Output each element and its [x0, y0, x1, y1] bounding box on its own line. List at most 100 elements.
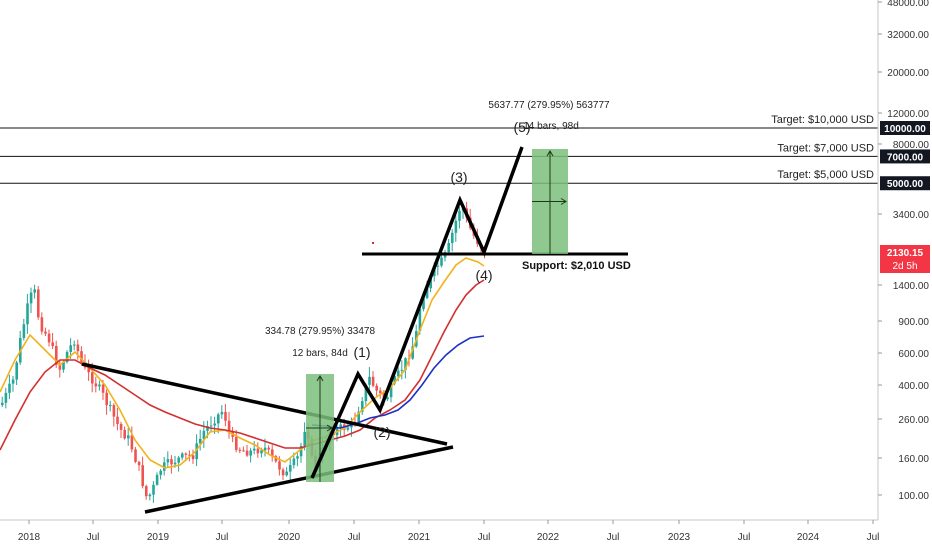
y-tick-label: 260.00	[898, 415, 929, 426]
wave-label-2: (2)	[373, 424, 390, 440]
y-tick-label: 160.00	[898, 454, 929, 465]
candle-body	[299, 445, 303, 457]
candle-body	[303, 431, 306, 446]
candle-body	[69, 345, 72, 352]
y-axis[interactable]: 100.00 160.00 260.00 400.00 600.00 900.00 1400…	[878, 0, 930, 502]
drawing-layer	[0, 127, 878, 514]
candle-body	[51, 342, 54, 346]
candle-body	[447, 242, 450, 253]
arrow-head-up-icon	[546, 150, 554, 157]
candle-body	[289, 465, 292, 472]
candle-body	[260, 450, 263, 454]
x-tick-label: 2019	[147, 532, 170, 543]
candle-body	[58, 364, 62, 370]
candle-body	[436, 265, 440, 267]
measure-box-1[interactable]	[306, 374, 334, 482]
candle-body	[155, 474, 159, 485]
candle-body	[429, 276, 432, 289]
candle-body	[263, 447, 267, 451]
candle-body	[173, 462, 177, 465]
candle-body	[425, 288, 429, 299]
last-price-bg	[880, 245, 930, 273]
x-tick-label: 2023	[668, 532, 691, 543]
y-tick-label: 48000.00	[887, 0, 929, 9]
measure-1-change-label: 334.78 (279.95%) 33478	[265, 326, 376, 337]
candle-body	[242, 450, 245, 452]
y-tick-label: 20000.00	[887, 68, 929, 79]
candle-body	[393, 376, 396, 384]
x-tick-label: Jul	[738, 532, 751, 543]
last-price-value: 2130.15	[887, 248, 924, 259]
candle-body	[166, 459, 170, 463]
candle-body	[87, 367, 90, 373]
candle-body	[127, 435, 130, 439]
marker-dot	[372, 242, 374, 244]
wave-label-5: (5)	[513, 119, 530, 135]
triangle-lower-line[interactable]	[144, 445, 454, 514]
candle-body	[454, 220, 458, 233]
arrow-head-up-icon	[316, 375, 324, 382]
candle-body	[364, 384, 368, 402]
candle-body	[209, 425, 213, 427]
candle-body	[195, 443, 198, 460]
last-price-tag: 2130.15 2d 5h	[880, 245, 930, 273]
y-tick-label: 600.00	[898, 349, 929, 360]
candle-body	[227, 420, 231, 432]
candle-body	[134, 449, 137, 462]
measure-box-2[interactable]	[532, 149, 568, 254]
y-tick-label: 100.00	[898, 491, 929, 502]
x-tick-label: 2021	[408, 532, 431, 543]
target-5000-label: Target: $5,000 USD	[777, 169, 874, 181]
x-tick-label: 2024	[797, 532, 820, 543]
candle-body	[137, 461, 141, 466]
candle-body	[91, 372, 94, 384]
candle-body	[296, 456, 299, 459]
x-tick-label: Jul	[607, 532, 620, 543]
candle-body	[1, 402, 4, 405]
annotation-layer: Target: $10,000 USD Target: $7,000 USD Tar…	[265, 100, 874, 440]
candle-body	[163, 462, 166, 471]
candle-body	[346, 427, 350, 430]
candle-body	[65, 351, 69, 363]
x-tick-label: Jul	[478, 532, 491, 543]
target-5000-price-tag: 5000.00	[880, 176, 930, 191]
arrow-head-right-icon	[326, 424, 333, 432]
candle-body	[361, 401, 364, 412]
candle-body	[148, 494, 152, 497]
candle-body	[73, 344, 76, 346]
candle-body	[188, 454, 191, 456]
candle-body	[191, 455, 195, 460]
measure-2-bars-label: 14 bars, 98d	[523, 121, 579, 132]
x-axis[interactable]: 2018 Jul 2019 Jul 2020 Jul 2021 Jul 2022 Jul 2023 J…	[18, 520, 880, 543]
x-tick-label: 2018	[18, 532, 41, 543]
candle-body	[29, 292, 33, 304]
x-tick-label: Jul	[348, 532, 361, 543]
candle-body	[109, 405, 112, 407]
support-label: Support: $2,010 USD	[522, 260, 631, 272]
candle-body	[411, 346, 414, 359]
candle-body	[199, 438, 202, 444]
x-tick-label: 2020	[278, 532, 301, 543]
x-tick-label: 2022	[537, 532, 560, 543]
candle-body	[4, 392, 8, 403]
candle-body	[238, 449, 242, 451]
candle-body	[451, 232, 454, 243]
target-7000-label: Target: $7,000 USD	[777, 142, 874, 154]
last-price-countdown: 2d 5h	[892, 261, 917, 272]
candle-body	[37, 289, 40, 318]
candle-body	[181, 453, 184, 458]
candle-body	[8, 383, 11, 393]
candle-body	[245, 450, 249, 456]
candle-body	[375, 385, 378, 391]
target-10000-price-tag: 10000.00	[880, 121, 930, 135]
triangle-upper-line[interactable]	[81, 362, 448, 446]
candle-body	[267, 447, 270, 450]
candle-body	[368, 376, 371, 385]
candle-body	[119, 423, 123, 430]
price-tag-label: 5000.00	[887, 179, 924, 190]
elliott-wave-path[interactable]	[310, 146, 524, 479]
candle-body	[281, 469, 285, 476]
candle-body	[440, 257, 443, 266]
candle-body	[404, 358, 407, 370]
